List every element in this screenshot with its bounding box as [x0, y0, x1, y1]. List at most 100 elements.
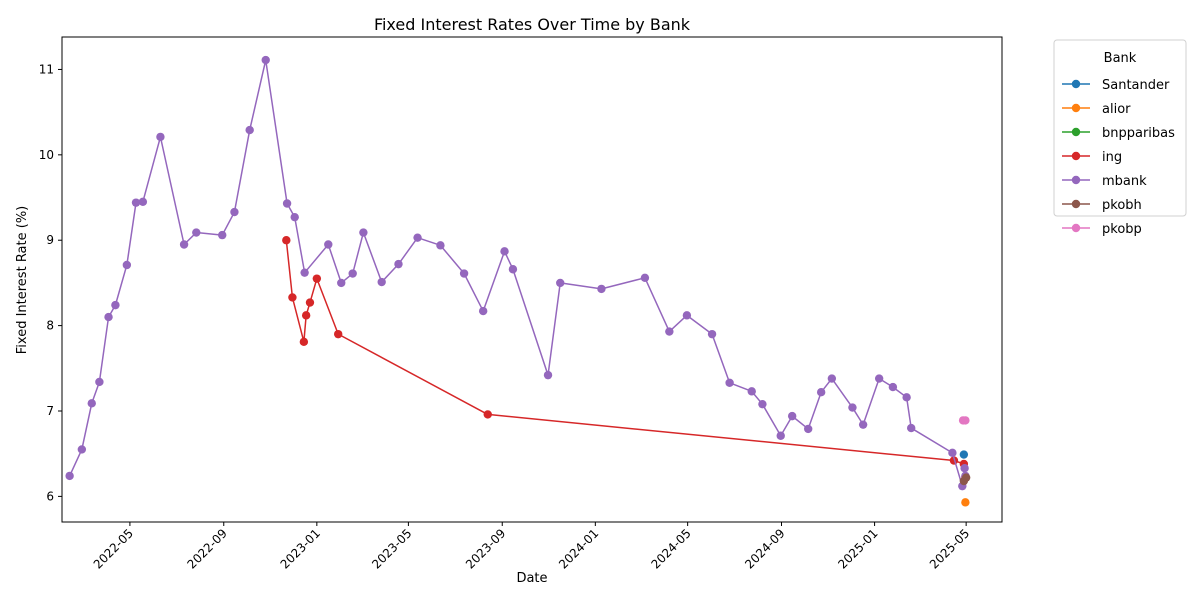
data-point — [77, 445, 87, 454]
legend-marker — [1071, 79, 1081, 89]
data-point — [131, 198, 141, 207]
x-axis-title: Date — [516, 571, 547, 586]
data-point — [459, 269, 469, 278]
data-point — [478, 306, 488, 316]
y-tick-label: 10 — [39, 148, 54, 162]
data-point — [288, 293, 297, 302]
series-santander — [959, 450, 969, 459]
series-layer — [65, 55, 971, 507]
data-point — [858, 420, 868, 429]
data-point — [960, 464, 969, 473]
data-point — [87, 399, 96, 408]
legend-item-alior: alior — [1062, 102, 1131, 117]
data-point — [640, 273, 650, 282]
series-alior — [961, 498, 970, 507]
data-point — [804, 424, 813, 434]
legend-marker — [1071, 127, 1081, 137]
data-point — [394, 259, 403, 269]
data-point — [261, 55, 270, 65]
legend-label: mbank — [1102, 174, 1147, 189]
legend-marker — [1071, 223, 1081, 233]
data-point — [508, 265, 518, 274]
legend-label: ing — [1102, 150, 1122, 165]
data-point — [725, 378, 734, 388]
data-point — [300, 268, 309, 277]
data-point — [961, 416, 970, 425]
data-point — [959, 450, 969, 459]
data-point — [324, 240, 333, 249]
series-mbank — [65, 55, 970, 491]
data-point — [156, 132, 165, 142]
data-point — [758, 399, 767, 409]
data-point — [282, 236, 291, 245]
plot-frame — [61, 36, 1003, 523]
legend-label: Santander — [1102, 78, 1170, 93]
data-point — [299, 337, 309, 347]
legend-item-pkobp: pkobp — [1062, 222, 1142, 237]
data-point — [65, 471, 74, 481]
y-tick-label: 6 — [46, 489, 54, 503]
series-pkobh — [959, 473, 971, 486]
legend-label: alior — [1102, 102, 1131, 117]
data-point — [138, 197, 148, 206]
data-point — [961, 498, 970, 507]
y-axis: 6 7 8 9 10 11 — [39, 62, 62, 503]
data-point — [334, 329, 343, 339]
data-point — [111, 300, 120, 310]
data-point — [122, 260, 132, 270]
data-point — [902, 393, 911, 402]
data-point — [776, 431, 785, 440]
data-point — [104, 312, 113, 322]
data-point — [359, 228, 368, 237]
y-tick-label: 9 — [46, 233, 54, 247]
data-point — [230, 207, 239, 217]
legend-items: Santander alior bnpparibas ing mbank pkobh pko… — [1062, 78, 1175, 237]
y-tick-label: 8 — [46, 319, 54, 333]
data-point — [413, 233, 422, 242]
legend-item-mbank: mbank — [1062, 174, 1147, 189]
data-point — [312, 274, 322, 283]
legend-label: pkobp — [1102, 222, 1142, 237]
data-point — [827, 374, 837, 383]
legend-marker — [1071, 199, 1081, 209]
data-point — [747, 387, 756, 396]
data-point — [290, 212, 299, 222]
legend-title: Bank — [1104, 51, 1137, 66]
legend-item-pkobh: pkobh — [1062, 198, 1142, 213]
data-point — [337, 278, 346, 288]
legend-marker — [1071, 103, 1081, 113]
data-point — [888, 382, 898, 392]
legend: Bank Santander alior bnpparibas ing mbank pko… — [1053, 39, 1187, 237]
series-line — [68, 59, 967, 487]
data-point — [218, 230, 227, 240]
y-tick-label: 11 — [39, 62, 54, 76]
data-point — [707, 329, 717, 339]
data-point — [245, 125, 254, 135]
y-tick-label: 7 — [46, 404, 54, 418]
data-point — [961, 473, 971, 482]
data-point — [377, 277, 386, 287]
data-point — [500, 247, 509, 256]
data-point — [543, 370, 553, 380]
data-point — [682, 311, 692, 320]
legend-item-santander: Santander — [1062, 78, 1170, 93]
data-point — [305, 298, 315, 307]
data-point — [348, 269, 357, 278]
data-point — [597, 284, 606, 294]
data-point — [874, 374, 884, 383]
data-point — [787, 411, 797, 421]
series-pkobp — [958, 416, 970, 425]
data-point — [816, 388, 826, 397]
data-point — [483, 410, 492, 419]
legend-label: bnpparibas — [1102, 126, 1175, 141]
data-point — [848, 403, 857, 412]
data-point — [179, 240, 189, 249]
legend-item-bnpparibas: bnpparibas — [1062, 126, 1175, 141]
data-point — [192, 228, 201, 237]
data-point — [665, 327, 674, 336]
legend-label: pkobh — [1102, 198, 1142, 213]
legend-marker — [1071, 151, 1081, 161]
data-point — [301, 311, 311, 320]
